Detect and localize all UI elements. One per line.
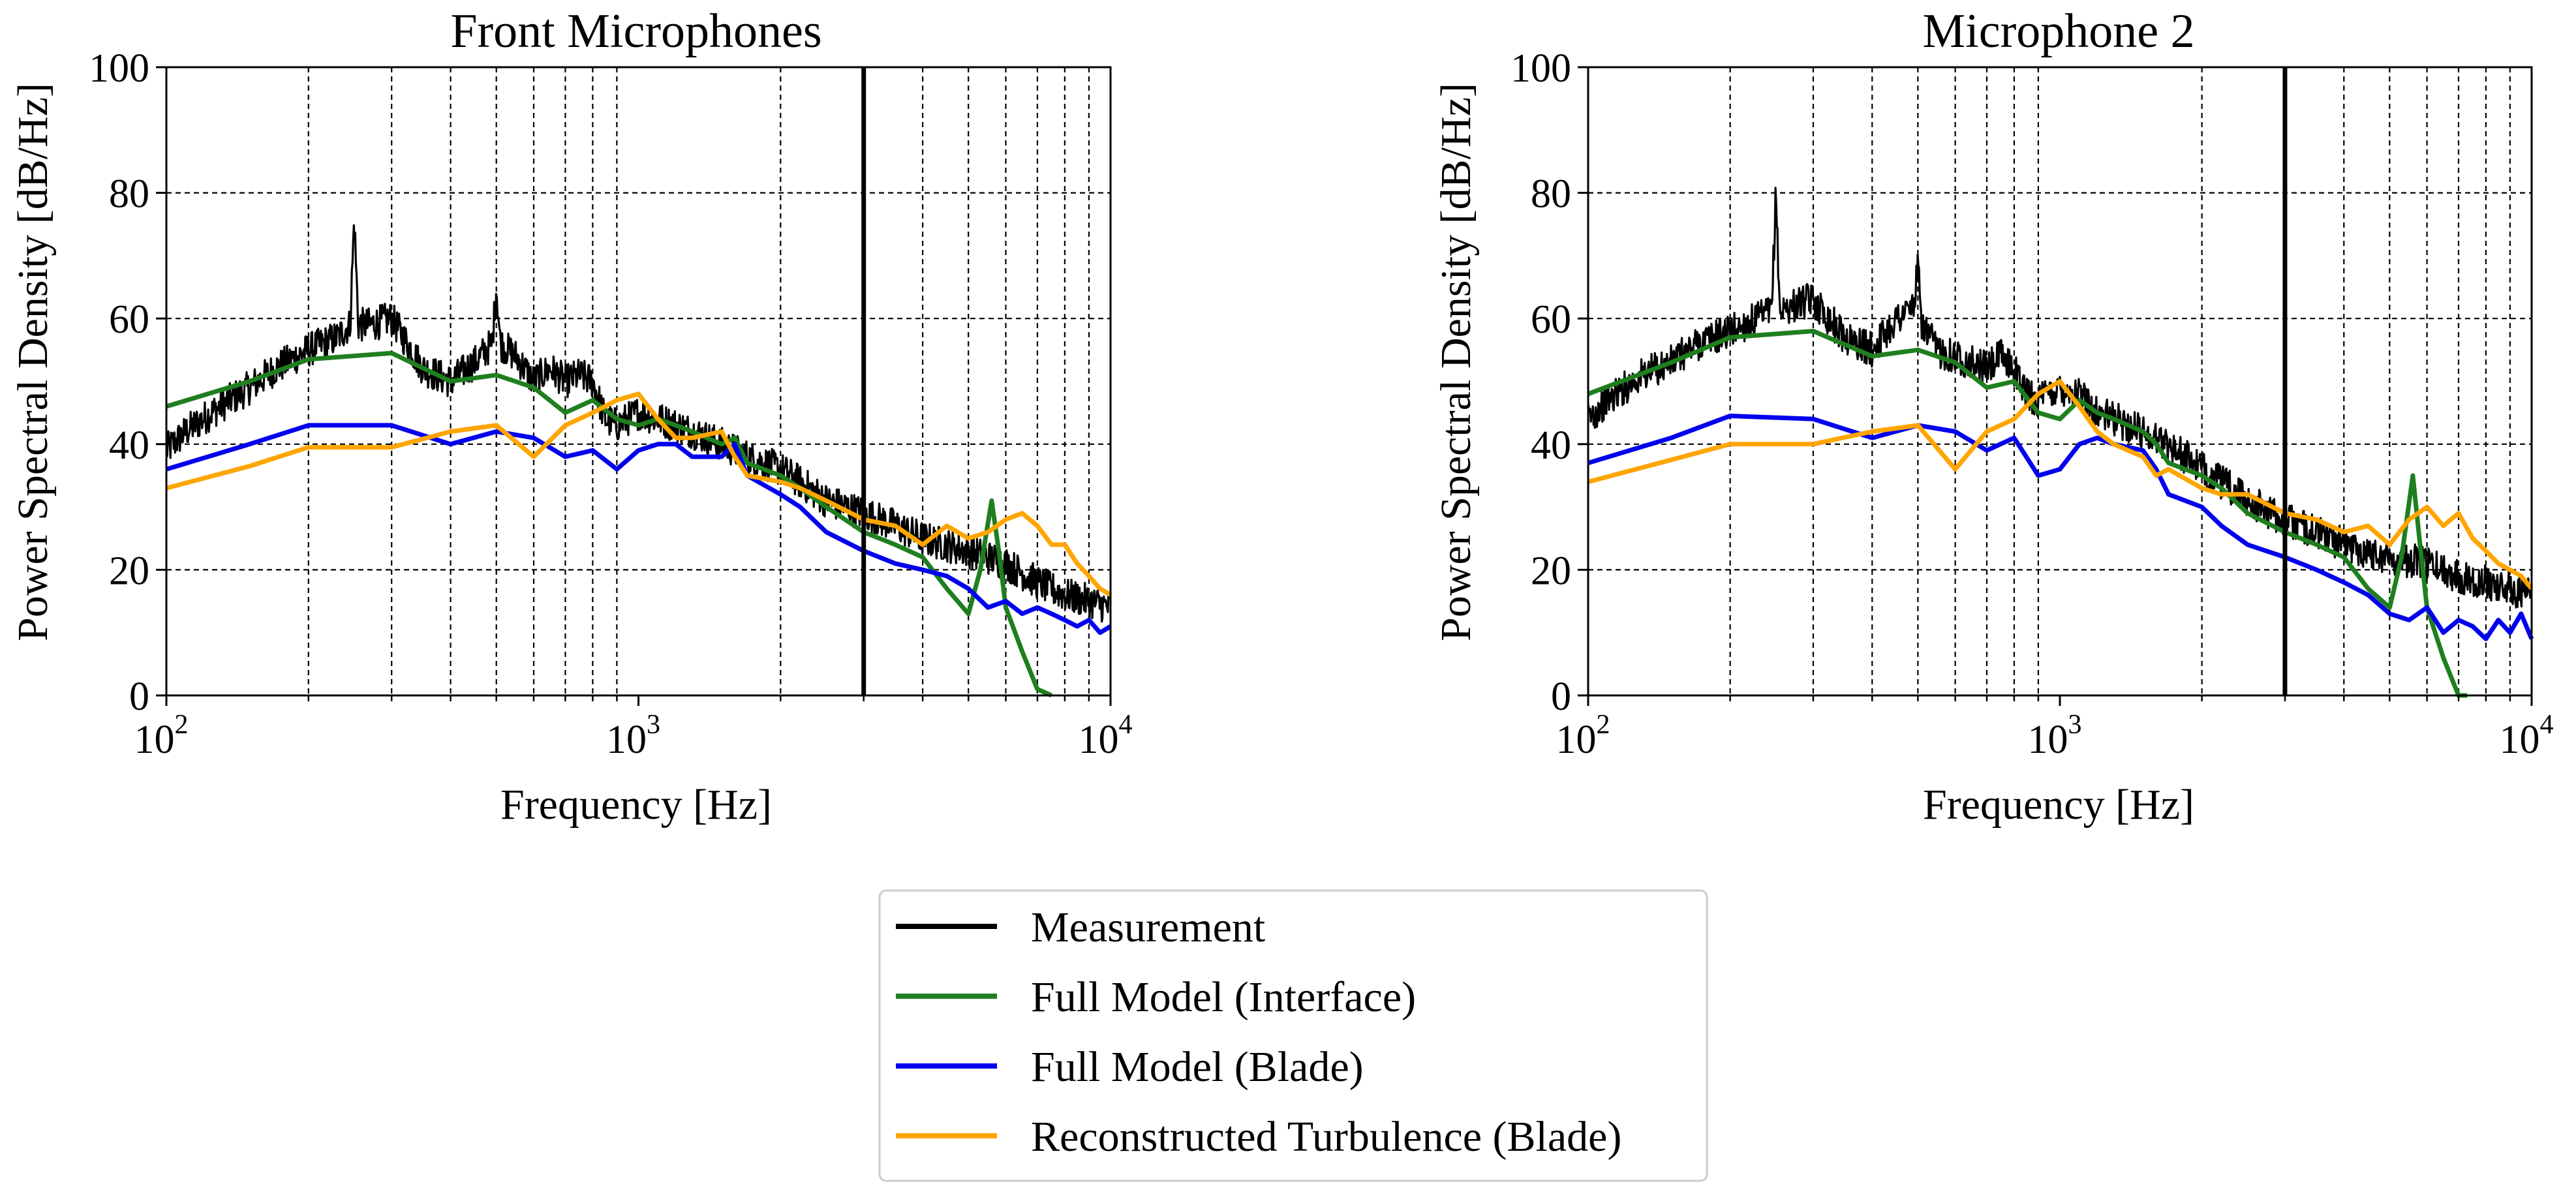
x-tick-label: 104: [2500, 710, 2554, 762]
legend-label: Measurement: [1031, 904, 1265, 951]
y-tick-label: 40: [109, 423, 149, 468]
y-tick-label: 60: [1531, 297, 1571, 342]
legend-entry: Reconstructed Turbulence (Blade): [896, 1113, 1621, 1161]
series-group: [165, 224, 1112, 698]
y-tick-label: 80: [109, 172, 149, 217]
series-line-full-model-interface: [165, 350, 1053, 698]
axes: 0 20 40 60 80 100 102 103 104: [89, 46, 1133, 762]
y-tick-label: 0: [1551, 675, 1571, 719]
y-axis-label: Power Spectral Density [dB/Hz]: [9, 83, 57, 641]
x-tick-label: 104: [1079, 710, 1133, 762]
series-line-reconstructed-turbulence-blade: [1587, 379, 2534, 590]
legend-label: Reconstructed Turbulence (Blade): [1031, 1113, 1621, 1161]
chart-microphone-2: Microphone 2 Frequency [Hz] Power Spectr…: [1432, 5, 2554, 829]
y-tick-label: 80: [1531, 172, 1571, 217]
chart-title: Front Microphones: [450, 5, 821, 58]
legend-entry: Full Model (Blade): [896, 1043, 1364, 1091]
y-tick-label: 20: [109, 549, 149, 593]
y-axis-label: Power Spectral Density [dB/Hz]: [1432, 83, 1480, 641]
legend-entry: Full Model (Interface): [896, 973, 1416, 1021]
x-tick-label: 102: [1556, 710, 1610, 762]
y-tick-label: 100: [1510, 46, 1571, 91]
y-tick-label: 0: [129, 675, 149, 719]
chart-front-microphones: Front Microphones Frequency [Hz] Power S…: [9, 5, 1133, 829]
legend-entry: Measurement: [896, 904, 1265, 951]
x-tick-label: 103: [606, 710, 660, 762]
x-tick-label: 103: [2028, 710, 2082, 762]
legend-label: Full Model (Blade): [1031, 1043, 1364, 1091]
grid: [166, 66, 1111, 697]
series-line-measurement: [165, 224, 1111, 623]
chart-title: Microphone 2: [1922, 5, 2194, 58]
y-tick-label: 60: [109, 297, 149, 342]
x-tick-label: 102: [134, 710, 189, 762]
y-tick-label: 100: [89, 46, 149, 91]
series-line-reconstructed-turbulence-blade: [166, 391, 1112, 597]
y-tick-label: 20: [1531, 549, 1571, 593]
legend: Measurement Full Model (Interface) Full …: [878, 889, 1708, 1182]
legend-label: Full Model (Interface): [1031, 973, 1416, 1021]
series-line-full-model-interface: [1587, 329, 2468, 698]
y-tick-label: 40: [1531, 423, 1571, 468]
series-group: [1587, 187, 2534, 698]
x-axis-label: Frequency [Hz]: [500, 781, 772, 829]
legend-frame: [878, 889, 1708, 1182]
series-line-measurement: [1587, 187, 2533, 609]
series-line-full-model-blade: [165, 423, 1112, 635]
series-line-full-model-blade: [1587, 414, 2534, 641]
axes: 0 20 40 60 80 100 102 103 104: [1510, 46, 2554, 762]
x-axis-label: Frequency [Hz]: [1923, 781, 2194, 829]
